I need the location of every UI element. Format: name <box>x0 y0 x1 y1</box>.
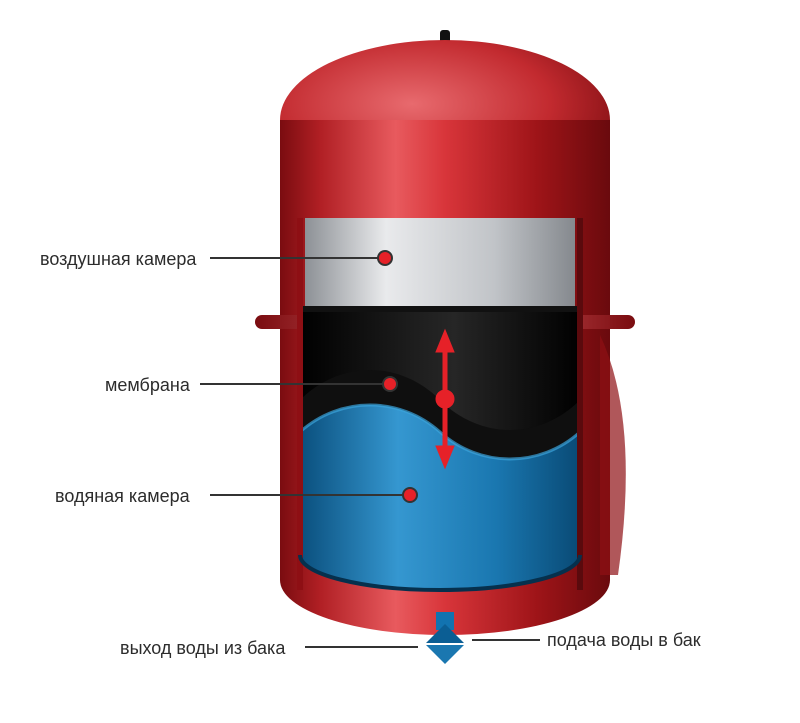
label-air-chamber: воздушная камера <box>40 249 196 270</box>
label-water-out: выход воды из бака <box>120 638 285 659</box>
label-water-in: подача воды в бак <box>547 630 701 651</box>
label-water-chamber: водяная камера <box>55 486 190 507</box>
label-membrane: мембрана <box>105 375 190 396</box>
movement-arrows <box>436 330 454 468</box>
